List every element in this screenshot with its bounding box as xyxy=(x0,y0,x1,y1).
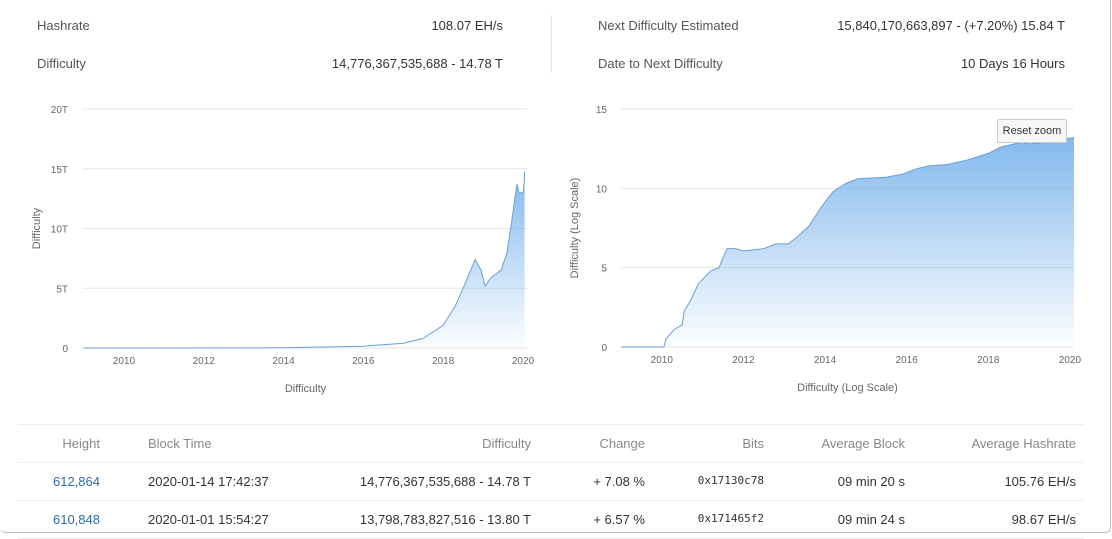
table-cell: 98.67 EH/s xyxy=(1011,512,1076,527)
table-cell: 0x171465f2 xyxy=(697,512,764,525)
next-difficulty-value: 15,840,170,663,897 - (+7.20%) 15.84 T xyxy=(837,18,1065,33)
y-tick-label: 5T xyxy=(56,284,68,295)
y-tick-label: 0 xyxy=(62,344,68,355)
y-axis-title: Difficulty xyxy=(31,207,43,249)
x-tick-label: 2012 xyxy=(193,356,216,367)
table-row: 610,848 2020-01-01 15:54:27 13,798,783,827… xyxy=(18,501,1084,539)
series-area xyxy=(621,137,1074,347)
reset-zoom-button[interactable]: Reset zoom xyxy=(997,119,1067,143)
x-tick-label: 2012 xyxy=(732,355,755,366)
x-tick-label: 2018 xyxy=(432,356,455,367)
x-tick-label: 2020 xyxy=(512,356,535,367)
block-height-link[interactable]: 610,848 xyxy=(53,512,100,527)
table-row: 612,864 2020-01-14 17:42:37 14,776,367,535… xyxy=(18,463,1084,501)
table-cell: 13,798,783,827,516 - 13.80 T xyxy=(359,512,531,527)
table-cell: + 7.08 % xyxy=(593,474,645,489)
y-tick-label: 10 xyxy=(596,184,608,195)
y-tick-label: 15 xyxy=(596,105,608,116)
table-header-row: Height Block Time Difficulty Change Bits Aver… xyxy=(18,425,1084,463)
y-axis-title: Difficulty (Log Scale) xyxy=(569,178,581,279)
y-tick-label: 15T xyxy=(51,165,68,176)
x-tick-label: 2018 xyxy=(977,355,1000,366)
divider xyxy=(551,15,552,73)
table-cell: 2020-01-01 15:54:27 xyxy=(148,512,269,527)
x-tick-label: 2014 xyxy=(272,356,295,367)
series-line xyxy=(83,171,526,349)
column-header: Height xyxy=(62,436,100,451)
x-axis-title: Difficulty xyxy=(285,383,327,395)
x-tick-label: 2010 xyxy=(651,355,674,366)
x-tick-label: 2016 xyxy=(896,355,919,366)
block-height-link[interactable]: 612,864 xyxy=(53,474,100,489)
y-tick-label: 10T xyxy=(51,225,68,236)
column-header: Bits xyxy=(742,436,764,451)
series-area xyxy=(84,171,525,348)
column-header: Average Hashrate xyxy=(971,436,1076,451)
y-tick-label: 5 xyxy=(601,264,607,275)
table-cell: 14,776,367,535,688 - 14.78 T xyxy=(359,474,531,489)
date-next-label: Date to Next Difficulty xyxy=(598,56,723,71)
x-tick-label: 2020 xyxy=(1059,355,1082,366)
column-header: Block Time xyxy=(148,436,212,451)
x-tick-label: 2014 xyxy=(814,355,837,366)
table-cell: + 6.57 % xyxy=(593,512,645,527)
date-next-value: 10 Days 16 Hours xyxy=(960,56,1065,71)
column-header: Average Block xyxy=(821,436,905,451)
table-cell: 2020-01-14 17:42:37 xyxy=(148,474,269,489)
next-difficulty-label: Next Difficulty Estimated xyxy=(598,18,739,33)
x-tick-label: 2010 xyxy=(113,356,136,367)
x-tick-label: 2016 xyxy=(352,356,375,367)
table-cell: 0x17130c78 xyxy=(697,474,764,487)
series-line xyxy=(621,137,1075,348)
table-cell: 105.76 EH/s xyxy=(1004,474,1076,489)
difficulty-label: Difficulty xyxy=(37,56,86,71)
difficulty-table: Height Block Time Difficulty Change Bits Aver… xyxy=(18,424,1084,539)
hashrate-value: 108.07 EH/s xyxy=(431,18,503,33)
column-header: Difficulty xyxy=(482,436,531,451)
difficulty-value: 14,776,367,535,688 - 14.78 T xyxy=(331,56,503,71)
column-header: Change xyxy=(599,436,645,451)
difficulty-charts[interactable]: 0 5T 10T 15T 20T 2010 2012 2014 2016 2018 2020 Diff… xyxy=(0,0,1112,420)
table-cell: 09 min 20 s xyxy=(837,474,905,489)
x-axis-title: Difficulty (Log Scale) xyxy=(797,382,898,394)
table-cell: 09 min 24 s xyxy=(837,512,905,527)
y-tick-label: 20T xyxy=(51,105,68,116)
hashrate-label: Hashrate xyxy=(37,18,90,33)
y-tick-label: 0 xyxy=(601,343,607,354)
